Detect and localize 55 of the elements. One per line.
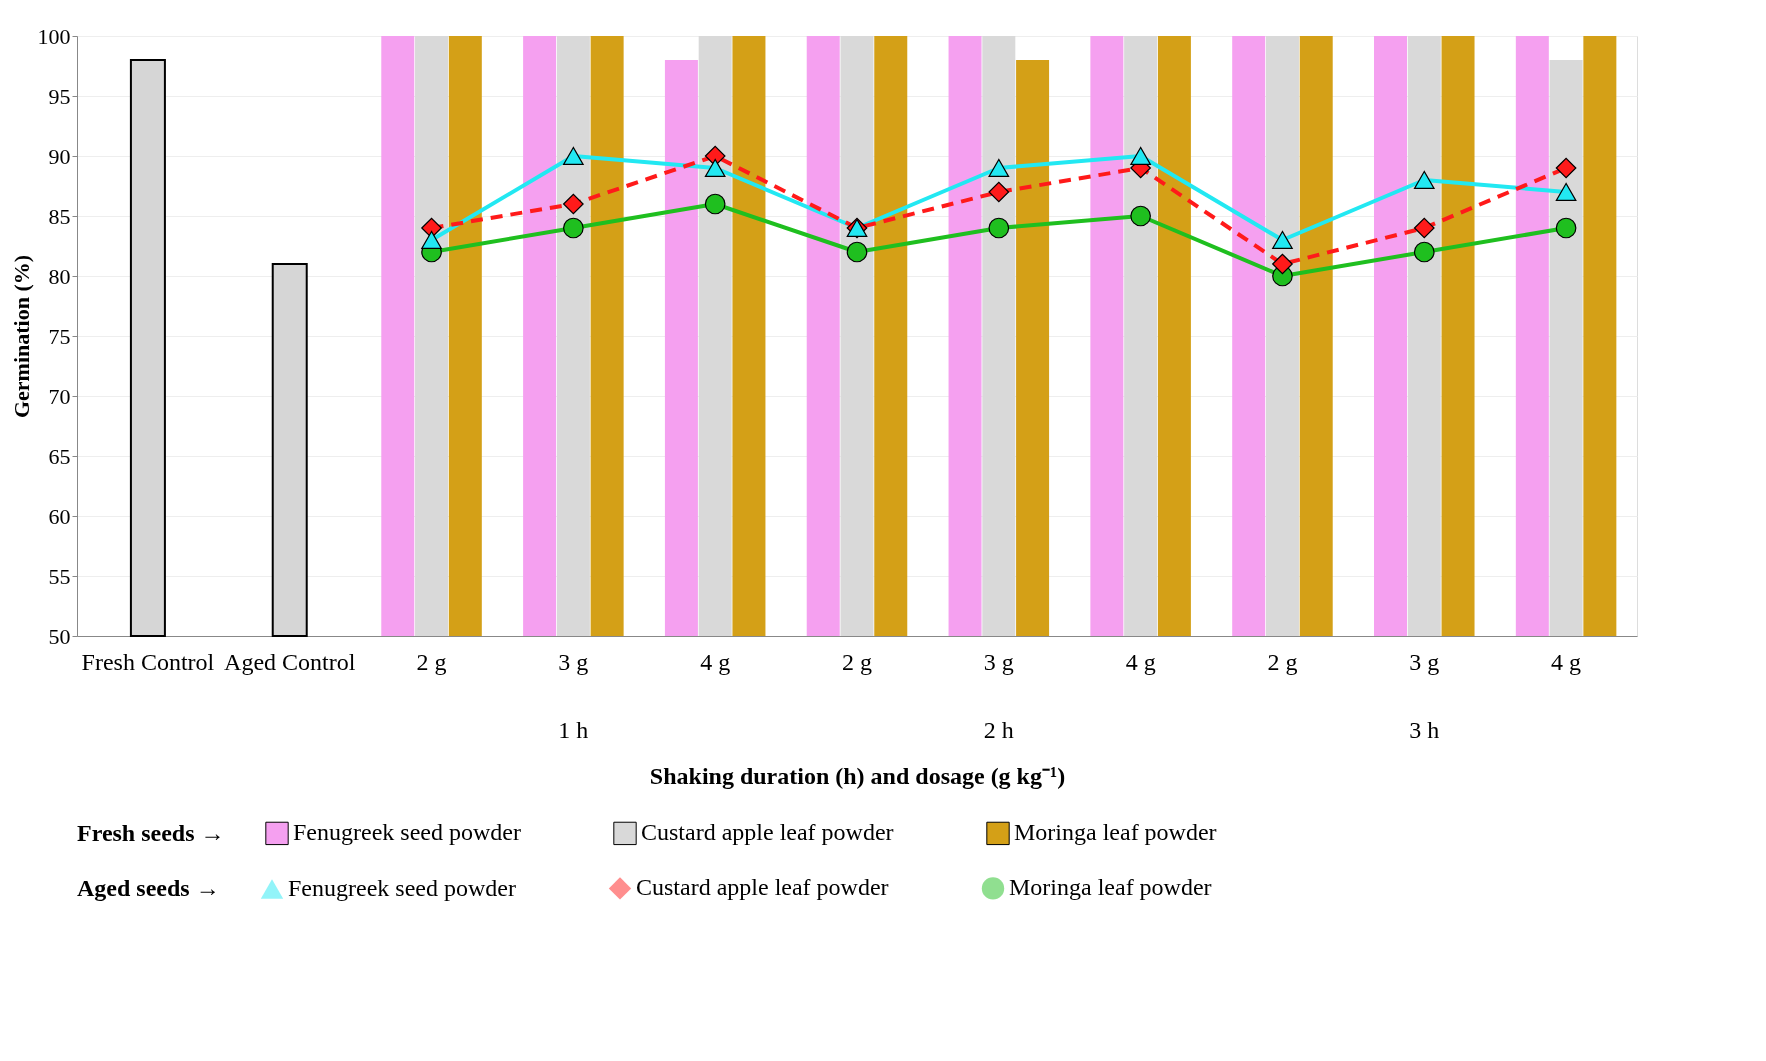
point: [563, 193, 584, 215]
y-tick-label: 55: [48, 563, 71, 589]
y-tick-label: 80: [48, 263, 71, 289]
legend-label: Fenugreek seed powder: [288, 875, 516, 901]
y-tick-label: 65: [48, 443, 71, 469]
point: [988, 158, 1010, 178]
x-tick-label: 4 g: [700, 648, 731, 675]
legend-label: Fenugreek seed powder: [293, 819, 521, 846]
y-axis-title: Germination (%): [8, 254, 34, 419]
x-tick-label: Fresh Control: [81, 648, 215, 675]
y-tick-label: 95: [48, 83, 71, 109]
x-tick-label: 2 g: [416, 648, 447, 675]
point: [563, 146, 584, 166]
text: Fresh seeds →: [77, 820, 225, 846]
point: [1413, 170, 1435, 190]
legend-label: Custard apple leaf powder: [641, 819, 894, 846]
legend-label: Moringa leaf powder: [1014, 819, 1217, 846]
point: [1555, 157, 1577, 179]
x-tick-label: 3 g: [983, 648, 1014, 675]
x-tick-label: 2 g: [1267, 648, 1298, 675]
text: Aged seeds →: [77, 875, 220, 901]
x-tick-label: 4 g: [1125, 648, 1156, 675]
text: 3 h: [1409, 717, 1440, 743]
y-tick-label: 100: [37, 23, 71, 49]
text: 2 h: [983, 717, 1014, 743]
x-tick-label: 3 g: [558, 648, 589, 675]
point: [704, 193, 726, 215]
y-tick-label: 50: [48, 623, 71, 649]
point: [1413, 241, 1435, 263]
x-tick-label: 4 g: [1551, 648, 1582, 675]
point: [704, 158, 726, 178]
point: [1130, 205, 1151, 227]
text: 1 h: [558, 717, 589, 743]
x-axis-title: Shaking duration (h) and dosage (g kg⁻¹): [649, 762, 1066, 789]
x-tick-label: 3 g: [1409, 648, 1440, 675]
y-tick-label: 90: [48, 143, 71, 169]
y-tick-label: 60: [48, 503, 71, 529]
point: [1555, 182, 1577, 202]
y-tick-label: 85: [48, 203, 71, 229]
point: [1130, 146, 1151, 166]
point: [421, 230, 442, 250]
point: [1555, 217, 1577, 239]
y-tick-label: 75: [48, 323, 71, 349]
point: [988, 217, 1010, 239]
x-tick-label: 2 g: [842, 648, 872, 675]
point: [846, 241, 868, 263]
x-tick-label: Aged Control: [224, 648, 356, 675]
point: [1413, 217, 1435, 239]
legend-label: Custard apple leaf powder: [636, 874, 889, 901]
point: [563, 217, 584, 239]
legend-label: Moringa leaf powder: [1009, 874, 1212, 901]
point: [1272, 230, 1293, 250]
point: [1272, 253, 1293, 275]
point: [988, 181, 1010, 203]
y-tick-label: 70: [48, 383, 71, 409]
